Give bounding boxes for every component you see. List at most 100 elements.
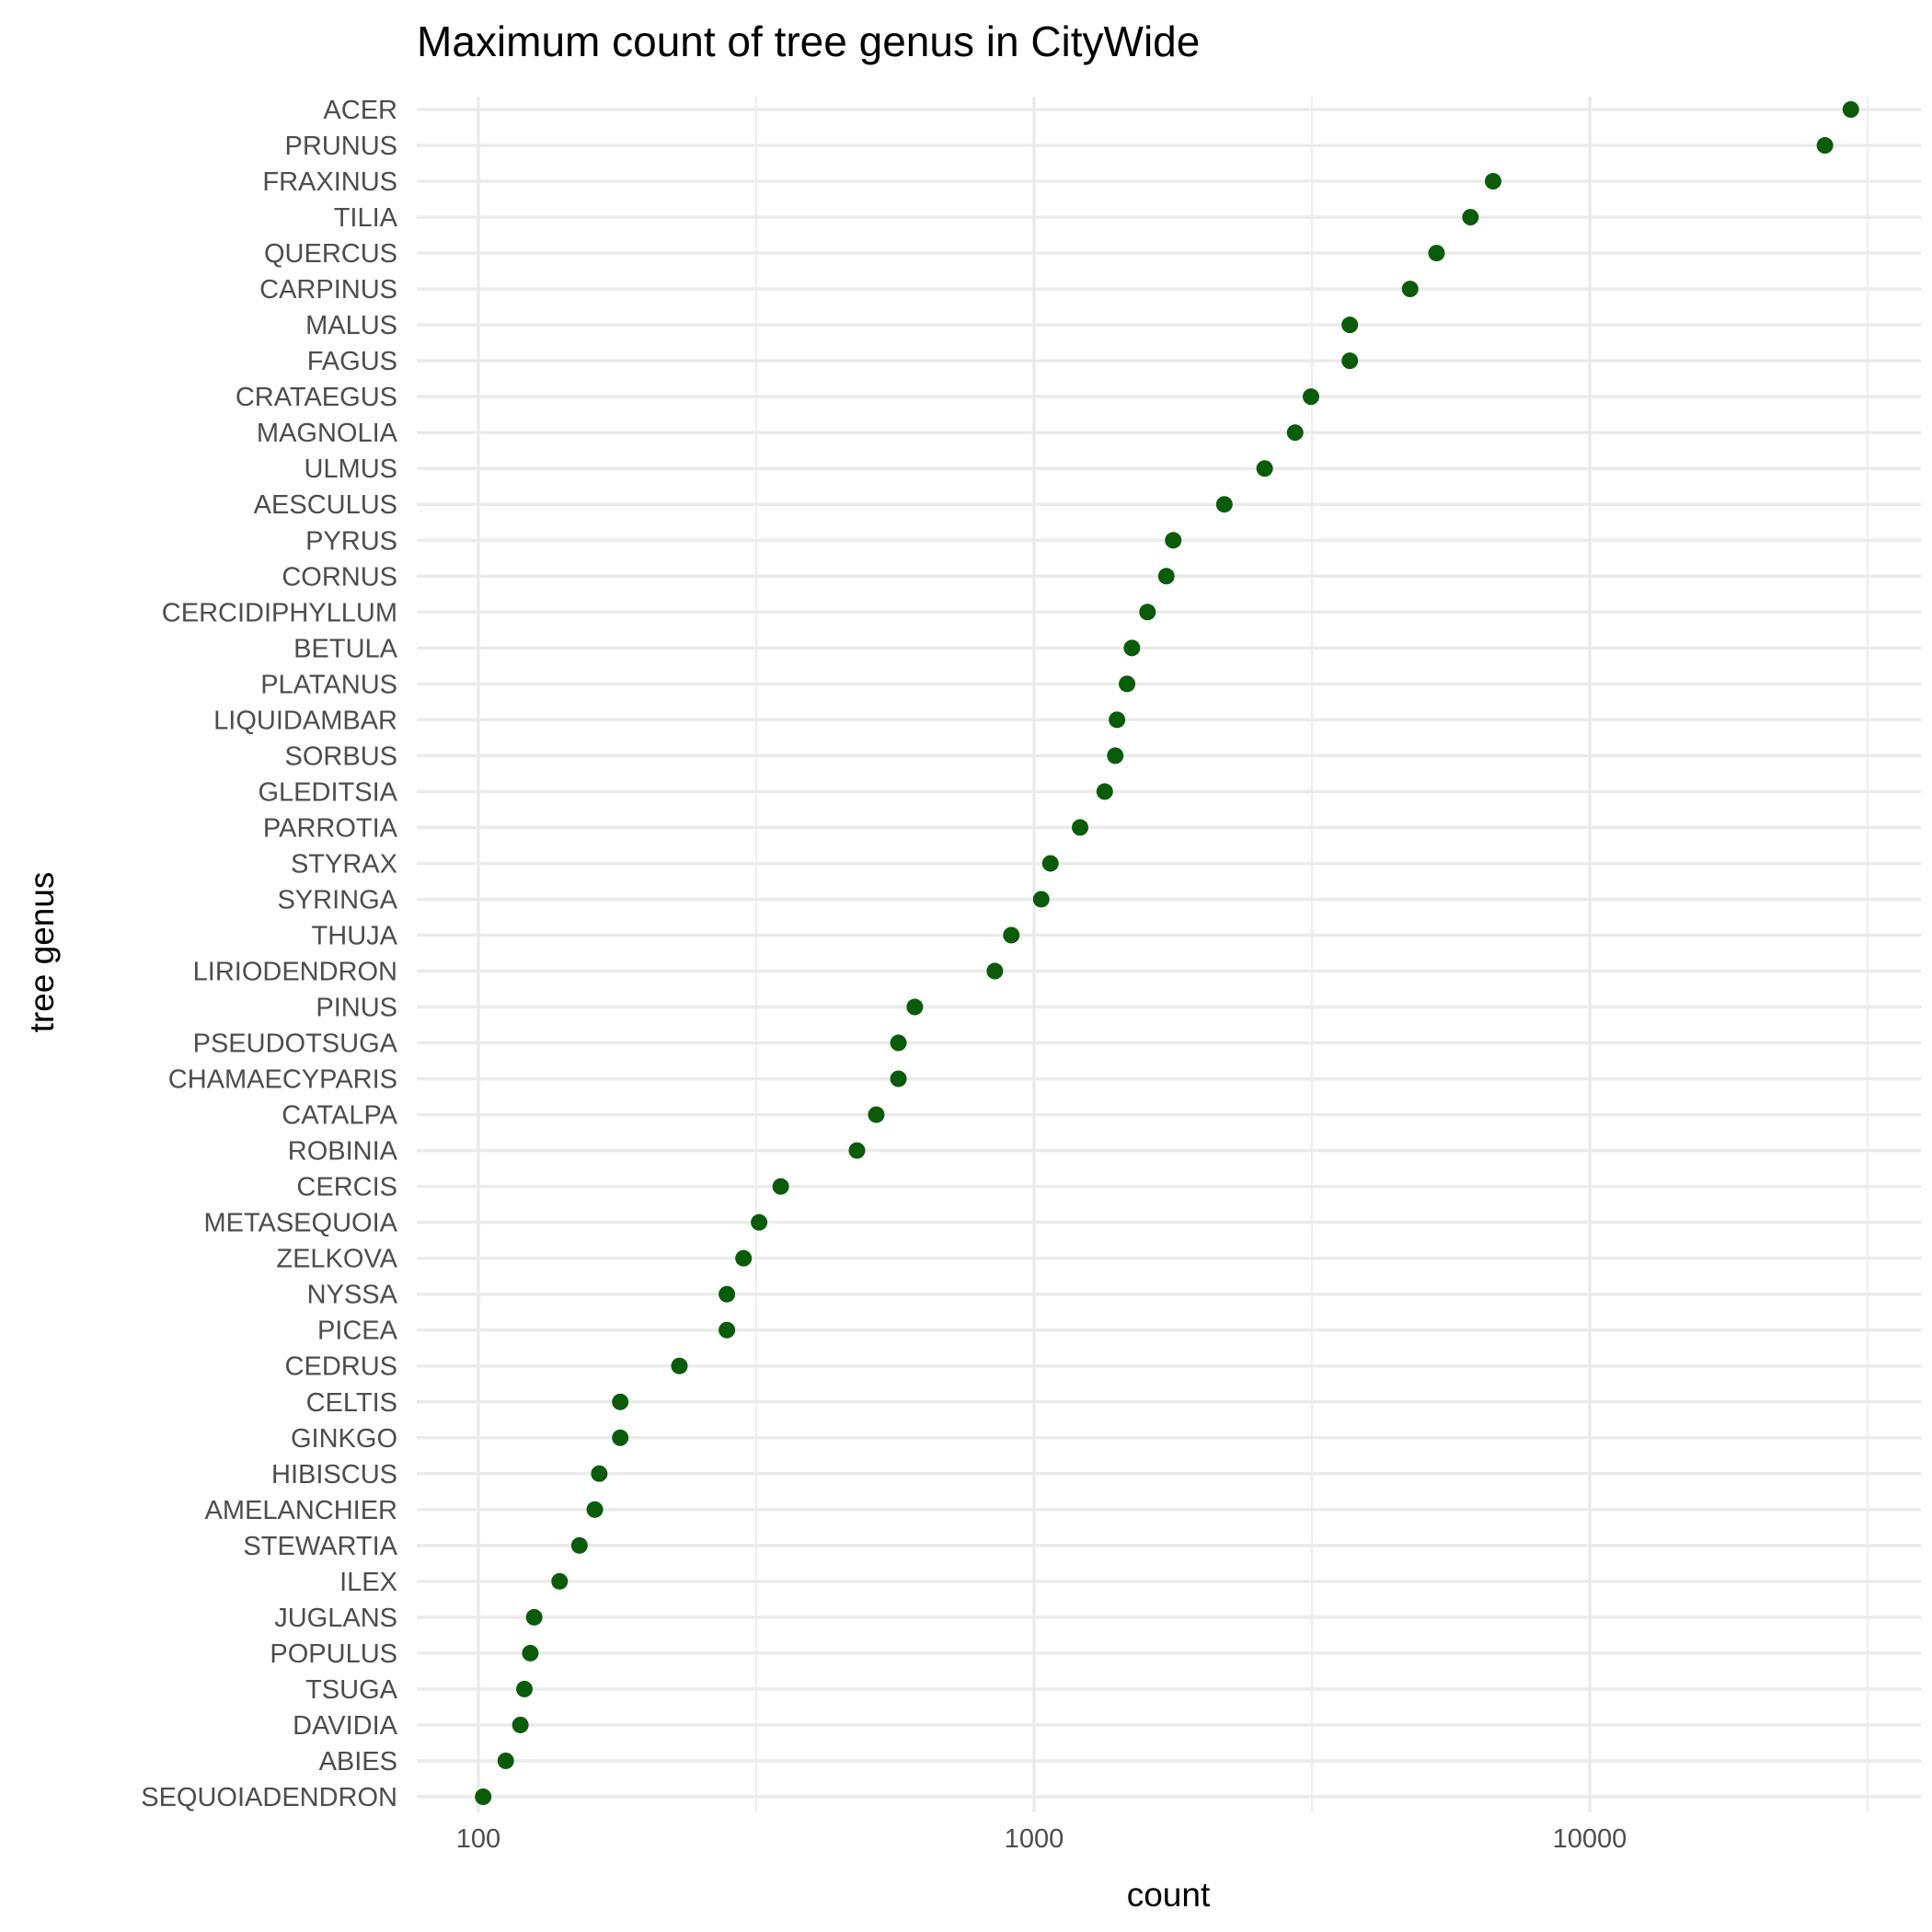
data-point bbox=[516, 1680, 534, 1697]
y-tick-label: POPULUS bbox=[270, 1639, 397, 1669]
y-tick-label: CERCIDIPHYLLUM bbox=[162, 598, 397, 627]
y-tick-label: CATALPA bbox=[282, 1101, 397, 1131]
data-point bbox=[1401, 281, 1419, 298]
y-tick-label: PRUNUS bbox=[285, 132, 397, 161]
y-tick-label: LIQUIDAMBAR bbox=[213, 706, 397, 735]
data-point bbox=[868, 1106, 885, 1123]
data-point bbox=[1107, 747, 1124, 765]
data-point bbox=[1123, 639, 1141, 657]
y-tick-label: CHAMAECYPARIS bbox=[168, 1065, 397, 1095]
y-tick-label: LIRIODENDRON bbox=[193, 958, 397, 987]
y-tick-label: SORBUS bbox=[285, 742, 397, 771]
x-tick-label: 1000 bbox=[1005, 1824, 1064, 1854]
y-tick-label: PINUS bbox=[316, 994, 397, 1023]
data-point bbox=[890, 1034, 907, 1052]
x-tick-label: 100 bbox=[456, 1824, 500, 1854]
data-point bbox=[1816, 137, 1834, 155]
data-point bbox=[1109, 711, 1126, 729]
data-point bbox=[1215, 496, 1233, 513]
y-tick-label: CELTIS bbox=[306, 1388, 397, 1418]
data-point bbox=[719, 1321, 736, 1339]
y-tick-label: QUERCUS bbox=[264, 239, 397, 269]
chart-title: Maximum count of tree genus in CityWide bbox=[417, 17, 1200, 65]
data-point bbox=[1072, 819, 1089, 836]
y-tick-label: CRATAEGUS bbox=[236, 383, 397, 412]
data-point bbox=[1256, 460, 1273, 477]
data-point bbox=[512, 1716, 529, 1733]
y-tick-label: STEWARTIA bbox=[243, 1532, 397, 1561]
x-axis-tick-labels: 100 1000 10000 bbox=[456, 1824, 1627, 1854]
data-point bbox=[751, 1213, 768, 1231]
data-points bbox=[475, 101, 1859, 1805]
data-point bbox=[890, 1070, 907, 1087]
grid-lines bbox=[417, 97, 1921, 1812]
y-tick-label: AMELANCHIER bbox=[205, 1496, 398, 1525]
y-tick-label: MAGNOLIA bbox=[257, 419, 398, 448]
y-axis-tick-labels: ACER PRUNUS FRAXINUS TILIA QUERCUS CARPINUS MA… bbox=[141, 96, 397, 1812]
y-tick-label: CORNUS bbox=[282, 562, 397, 592]
y-axis-title: tree genus bbox=[23, 872, 61, 1033]
data-point bbox=[1003, 926, 1020, 944]
y-tick-label: SYRINGA bbox=[277, 885, 397, 914]
y-tick-label: PARROTIA bbox=[263, 813, 398, 843]
y-tick-label: TILIA bbox=[334, 203, 398, 233]
data-point bbox=[986, 962, 1004, 980]
y-tick-label: ABIES bbox=[319, 1747, 397, 1777]
y-tick-label: CEDRUS bbox=[285, 1352, 397, 1382]
data-point bbox=[612, 1429, 629, 1446]
data-point bbox=[906, 998, 924, 1016]
data-point bbox=[1484, 173, 1501, 190]
y-tick-label: STYRAX bbox=[291, 849, 397, 879]
data-point bbox=[1032, 891, 1050, 908]
y-tick-label: ULMUS bbox=[304, 454, 397, 484]
data-point bbox=[1286, 424, 1304, 442]
data-point bbox=[1428, 245, 1445, 262]
y-tick-label: AESCULUS bbox=[254, 490, 397, 520]
data-point bbox=[612, 1393, 629, 1410]
y-tick-label: MALUS bbox=[305, 311, 397, 340]
y-tick-label: PYRUS bbox=[305, 526, 397, 556]
data-point bbox=[1462, 209, 1479, 226]
data-point bbox=[586, 1501, 604, 1518]
data-point bbox=[551, 1572, 569, 1590]
y-tick-label: ACER bbox=[323, 96, 397, 125]
y-tick-label: BETULA bbox=[293, 634, 397, 663]
data-point bbox=[1341, 352, 1359, 370]
y-tick-label: ZELKOVA bbox=[276, 1245, 397, 1274]
y-tick-label: NYSSA bbox=[307, 1281, 398, 1310]
y-tick-label: CERCIS bbox=[296, 1173, 397, 1202]
y-tick-label: ROBINIA bbox=[288, 1137, 398, 1167]
data-point bbox=[1341, 316, 1359, 334]
y-tick-label: JUGLANS bbox=[274, 1604, 397, 1633]
data-point bbox=[1842, 101, 1859, 118]
x-axis-title: count bbox=[1127, 1876, 1211, 1914]
y-tick-label: TSUGA bbox=[305, 1675, 398, 1705]
y-tick-label: CARPINUS bbox=[259, 275, 397, 305]
data-point bbox=[1096, 783, 1113, 800]
data-point bbox=[525, 1608, 543, 1626]
data-point bbox=[591, 1465, 608, 1482]
y-tick-label: DAVIDIA bbox=[293, 1711, 398, 1741]
y-tick-label: FAGUS bbox=[307, 347, 397, 376]
data-point bbox=[497, 1752, 514, 1769]
x-tick-label: 10000 bbox=[1553, 1824, 1627, 1854]
data-point bbox=[719, 1285, 736, 1303]
data-point bbox=[772, 1178, 789, 1195]
y-tick-label: PICEA bbox=[317, 1317, 398, 1346]
data-point bbox=[1302, 388, 1319, 406]
data-point bbox=[1157, 568, 1175, 585]
data-point bbox=[570, 1536, 588, 1554]
data-point bbox=[848, 1142, 866, 1159]
data-point bbox=[1041, 855, 1059, 872]
y-tick-label: GINKGO bbox=[291, 1424, 397, 1454]
y-tick-label: THUJA bbox=[312, 921, 398, 950]
data-point bbox=[522, 1644, 539, 1662]
data-point bbox=[671, 1357, 688, 1374]
y-tick-label: METASEQUOIA bbox=[203, 1209, 397, 1238]
data-point bbox=[475, 1788, 492, 1805]
data-point bbox=[1119, 675, 1136, 693]
y-tick-label: PSEUDOTSUGA bbox=[193, 1029, 398, 1059]
y-tick-label: HIBISCUS bbox=[271, 1460, 397, 1489]
y-tick-label: GLEDITSIA bbox=[259, 777, 398, 807]
